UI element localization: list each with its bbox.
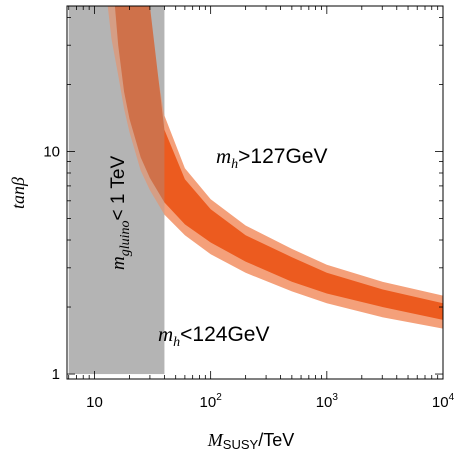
x-tick-label: 102 bbox=[200, 392, 223, 411]
annotation-mh-above: mh>127GeV bbox=[216, 144, 328, 172]
tick-marks bbox=[67, 6, 444, 379]
y-tick-label: 1 bbox=[52, 366, 60, 383]
annotation-gluino: mgluino< 1 TeV bbox=[108, 156, 133, 270]
x-tick-label: 10 bbox=[86, 394, 103, 411]
y-tick-label: 10 bbox=[43, 143, 60, 160]
annotation-mh-below: mh<124GeV bbox=[158, 322, 270, 350]
x-axis-label: MSUSY/TeV bbox=[207, 430, 294, 452]
mh-band-inner bbox=[114, 6, 444, 320]
x-tick-label: 103 bbox=[316, 392, 339, 411]
x-tick-label: 104 bbox=[432, 392, 455, 411]
y-axis-label: tanβ bbox=[8, 177, 28, 209]
excluded-gluino-overlay bbox=[68, 6, 165, 375]
plot-frame bbox=[66, 5, 444, 380]
